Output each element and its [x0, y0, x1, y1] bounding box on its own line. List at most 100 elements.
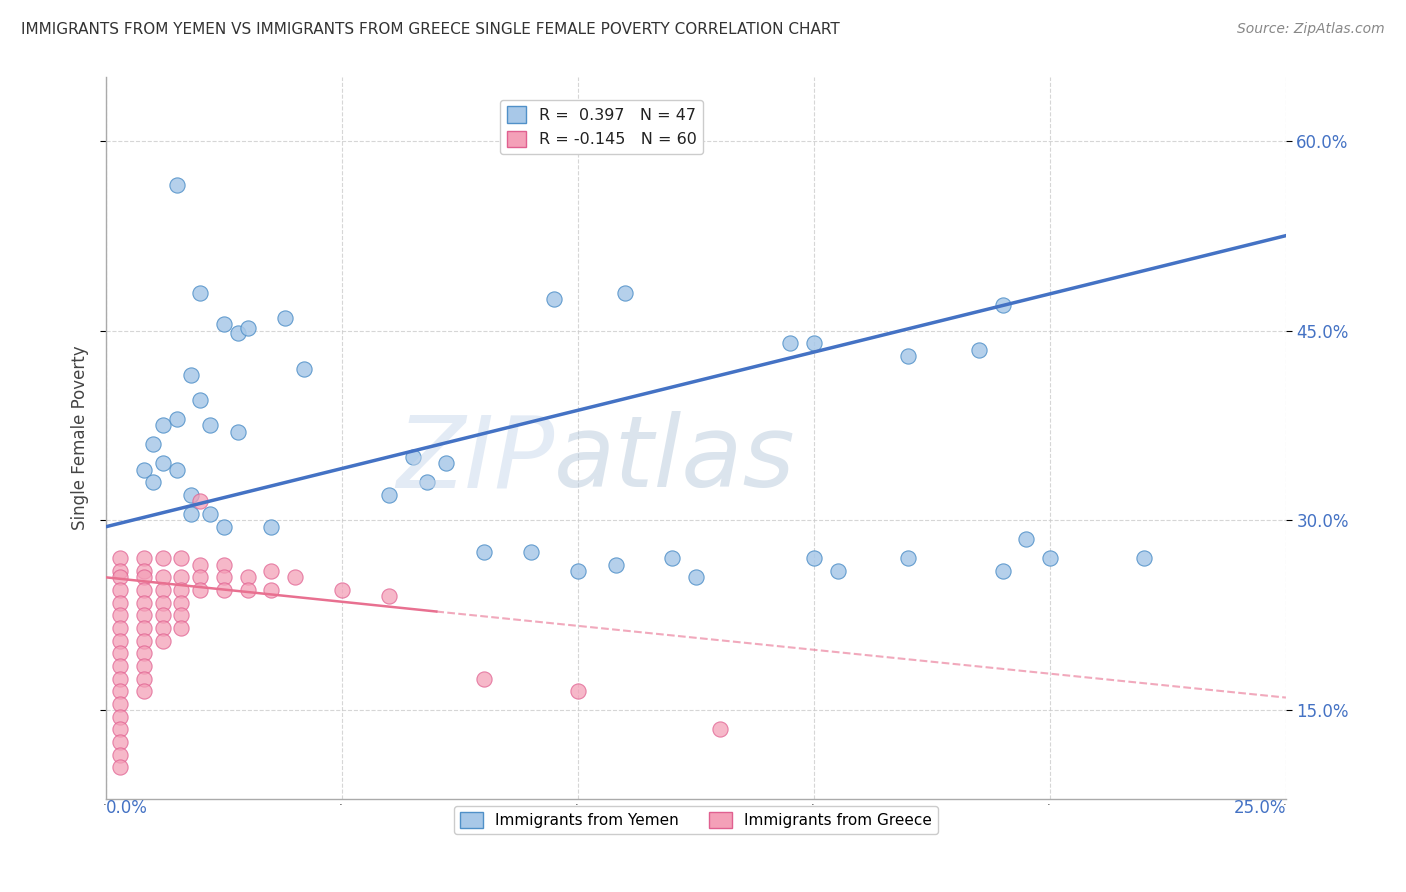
Point [180, 488, 202, 502]
Point [132, 596, 155, 610]
Text: IMMIGRANTS FROM YEMEN VS IMMIGRANTS FROM GREECE SINGLE FEMALE POVERTY CORRELATIO: IMMIGRANTS FROM YEMEN VS IMMIGRANTS FROM… [21, 22, 839, 37]
Point [108, 684, 131, 698]
Point [170, 621, 193, 635]
Point [132, 582, 155, 597]
Point [132, 646, 155, 660]
Point [212, 582, 235, 597]
Point [803, 336, 825, 351]
Point [1015, 533, 1038, 547]
Point [132, 570, 155, 584]
Point [152, 633, 174, 648]
Point [827, 564, 849, 578]
Point [108, 608, 131, 623]
Point [198, 418, 221, 433]
Point [108, 659, 131, 673]
Y-axis label: Single Female Poverty: Single Female Poverty [72, 346, 89, 531]
Point [378, 488, 401, 502]
Point [152, 608, 174, 623]
Point [897, 349, 920, 363]
Point [170, 582, 193, 597]
Point [180, 368, 202, 382]
Point [166, 463, 188, 477]
Point [108, 582, 131, 597]
Point [284, 570, 307, 584]
Point [152, 418, 174, 433]
Point [142, 437, 165, 451]
Point [108, 551, 131, 566]
Point [543, 292, 565, 306]
Point [967, 343, 990, 357]
Point [236, 582, 259, 597]
Point [132, 621, 155, 635]
Point [416, 475, 439, 490]
Point [226, 425, 249, 439]
Point [685, 570, 707, 584]
Point [330, 582, 353, 597]
Point [132, 659, 155, 673]
Text: Source: ZipAtlas.com: Source: ZipAtlas.com [1237, 22, 1385, 37]
Point [260, 519, 283, 533]
Point [180, 507, 202, 521]
Point [212, 519, 235, 533]
Point [108, 672, 131, 686]
Point [614, 285, 637, 300]
Point [170, 570, 193, 584]
Text: 25.0%: 25.0% [1233, 799, 1286, 817]
Point [132, 551, 155, 566]
Point [1039, 551, 1062, 566]
Legend: Immigrants from Yemen, Immigrants from Greece: Immigrants from Yemen, Immigrants from G… [454, 806, 938, 835]
Point [709, 723, 731, 737]
Point [108, 735, 131, 749]
Point [897, 551, 920, 566]
Point [108, 596, 131, 610]
Point [108, 747, 131, 762]
Point [108, 633, 131, 648]
Point [519, 545, 541, 559]
Point [152, 551, 174, 566]
Point [605, 558, 627, 572]
Point [132, 672, 155, 686]
Point [991, 564, 1014, 578]
Point [108, 760, 131, 774]
Point [260, 564, 283, 578]
Point [170, 596, 193, 610]
Point [567, 684, 589, 698]
Point [108, 570, 131, 584]
Point [132, 684, 155, 698]
Point [152, 570, 174, 584]
Point [378, 590, 401, 604]
Point [188, 558, 211, 572]
Point [132, 633, 155, 648]
Point [132, 463, 155, 477]
Point [170, 608, 193, 623]
Point [152, 596, 174, 610]
Point [212, 317, 235, 331]
Text: 0.0%: 0.0% [105, 799, 148, 817]
Point [198, 507, 221, 521]
Point [166, 412, 188, 426]
Text: atlas: atlas [554, 411, 796, 508]
Point [274, 310, 297, 325]
Point [260, 582, 283, 597]
Point [108, 697, 131, 711]
Point [472, 545, 495, 559]
Text: ZIP: ZIP [396, 411, 554, 508]
Point [779, 336, 801, 351]
Point [108, 709, 131, 723]
Point [803, 551, 825, 566]
Point [170, 551, 193, 566]
Point [292, 361, 315, 376]
Point [212, 570, 235, 584]
Point [1133, 551, 1156, 566]
Point [567, 564, 589, 578]
Point [236, 321, 259, 335]
Point [132, 608, 155, 623]
Point [108, 621, 131, 635]
Point [152, 582, 174, 597]
Point [188, 285, 211, 300]
Point [188, 570, 211, 584]
Point [108, 564, 131, 578]
Point [132, 564, 155, 578]
Point [166, 178, 188, 192]
Point [402, 450, 425, 464]
